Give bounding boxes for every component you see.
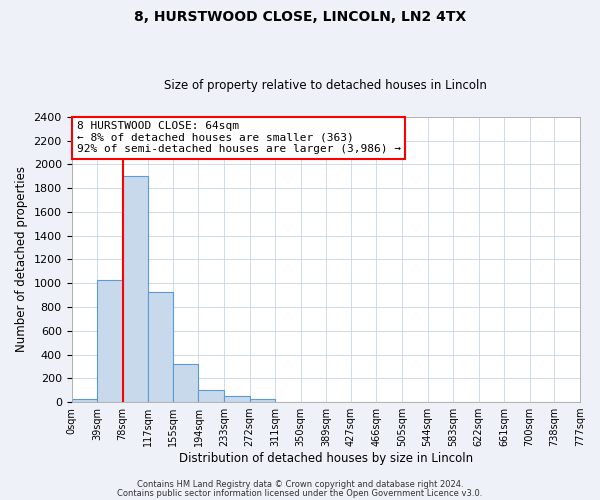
Bar xyxy=(250,398,275,402)
X-axis label: Distribution of detached houses by size in Lincoln: Distribution of detached houses by size … xyxy=(179,452,473,465)
Bar xyxy=(173,364,199,402)
Bar xyxy=(199,390,224,402)
Text: 8 HURSTWOOD CLOSE: 64sqm
← 8% of detached houses are smaller (363)
92% of semi-d: 8 HURSTWOOD CLOSE: 64sqm ← 8% of detache… xyxy=(77,121,401,154)
Y-axis label: Number of detached properties: Number of detached properties xyxy=(15,166,28,352)
Text: Contains public sector information licensed under the Open Government Licence v3: Contains public sector information licen… xyxy=(118,488,482,498)
Text: Contains HM Land Registry data © Crown copyright and database right 2024.: Contains HM Land Registry data © Crown c… xyxy=(137,480,463,489)
Bar xyxy=(122,176,148,402)
Bar xyxy=(97,280,122,402)
Text: 8, HURSTWOOD CLOSE, LINCOLN, LN2 4TX: 8, HURSTWOOD CLOSE, LINCOLN, LN2 4TX xyxy=(134,10,466,24)
Bar xyxy=(224,396,250,402)
Bar xyxy=(148,292,173,402)
Title: Size of property relative to detached houses in Lincoln: Size of property relative to detached ho… xyxy=(164,79,487,92)
Bar xyxy=(71,399,97,402)
